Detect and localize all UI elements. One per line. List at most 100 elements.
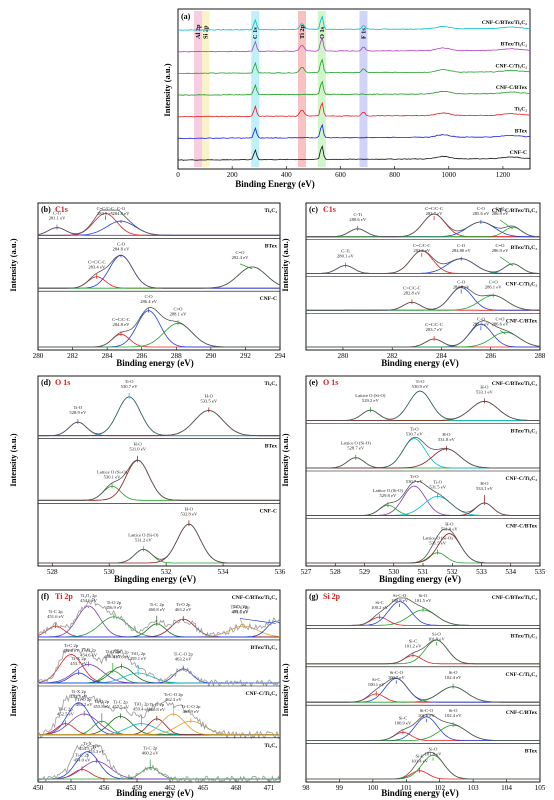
panel-b-xtick-label: 294 [275,352,286,360]
panel-c-envelope-curve [306,285,540,311]
panel-f-peak-label: Ti-C 2p [58,707,73,712]
panel-f-xtick-label: 450 [33,784,44,792]
panel-c-peak-label: C=C/C-C [403,285,421,290]
panel-c-peak-energy: 283.7 eV [426,211,444,216]
panel-f-peak-label: Ti-O 2p [81,647,96,652]
panel-a-series-label: BTex [515,128,527,134]
panel-e-peak-energy: 529.2 eV [362,398,380,403]
panel-f-peak-label: TiO₂ 2p [134,702,149,707]
panel-c-peak-arrow [499,256,514,267]
panel-e-envelope-curve [306,481,540,516]
panel-e-xtick-label: 528 [330,568,341,576]
panel-g-peak-label: Si-O [449,670,458,675]
panel-b-peak-energy: 284.8 eV [113,246,131,251]
panel-f-peak-energy: 454.2 eV [76,702,94,707]
panel-c-peak-label: C-O [477,206,486,211]
panel-c-envelope-curve [306,320,541,348]
panel-c-peak-label: C=C/C-C [425,206,443,211]
panel-a-series-line [177,58,531,75]
panel-f-peak-energy: 459.1 eV [130,656,148,661]
panel-f-peak-energy: 468.7 eV [232,609,250,614]
panel-f-peak-energy: 454.6 eV [80,598,98,603]
panel-f-xtick-label: 468 [231,784,242,792]
panel-d-sample-label: Ti₃C₂ [264,381,277,387]
panel-g-peak-label: Si-C [372,677,380,682]
panel-e-peak-energy: 531.5 eV [429,541,447,546]
panel-g-xtick-label: 98 [302,784,310,792]
panel-a-series-label: CNF-C/BTex [496,85,527,91]
panel-g-xtick-label: 102 [434,784,445,792]
panel-f-peak-energy: 456.8 eV [104,654,122,659]
panel-d-peak-label: Ti-O [73,405,82,410]
panel-g-peak-energy: 102.4 eV [445,713,463,718]
panel-g-envelope-curve [306,639,540,665]
panel-b-xtick-label: 290 [205,352,216,360]
panel-g-envelope-curve [306,751,540,780]
panel-e-xlabel: Bingding energy (eV) [379,574,461,584]
panel-e-peak-energy: 531.9 eV [441,527,459,532]
panel-f-peak-energy: 460.8 eV [148,707,166,712]
panel-e-peak-label: H-O [480,481,489,486]
panel-d-peak-energy: 530.1 eV [104,474,122,479]
panel-g-sample-label: BTex [525,749,537,755]
panel-f-peak-label: Ti-C-O 2p [164,692,184,697]
panel-b-peak-energy: 288.1 eV [170,311,188,316]
panel-e-ylabel: Intensity (a.u.) [280,433,290,486]
panel-c-peak-arrow [499,219,514,230]
panel-b-xtick-label: 288 [171,352,182,360]
panel-d-peak-energy: 531.2 eV [135,537,153,542]
panel-b-xtick-label: 292 [240,352,251,360]
panel-d-peak-label: Ti-O [125,379,134,384]
panel-g-xtick-label: 100 [367,784,378,792]
panel-e-peak-energy: 531.5 eV [429,484,447,489]
panel-a-series-label: BTex/Ti₃C₂ [501,42,528,48]
panel-f-sample-label: Ti₃C₂ [264,743,277,749]
panel-f-peak-label: Ti-C 2p [150,602,165,607]
panel-c-label: (c) [309,205,318,214]
panel-g-xlabel: Binding energy (eV) [381,788,459,798]
panel-c-xtick-label: 280 [338,352,349,360]
panel-f-peak-arrow [239,618,276,624]
panel-a-series-line [177,101,531,118]
panel-f-peak-energy: 463.9 eV [182,709,200,714]
panel-c-peak-label: C=O [496,316,506,321]
panel-f-peak-energy: 452.5 eV [57,712,75,717]
panel-d-envelope-curve [38,523,280,564]
panel-f-peak-energy: 455.8 eV [93,704,111,709]
panel-g-envelope-curve [306,713,540,741]
panel-c-xtick-label: 288 [535,352,546,360]
panel-g-peak-label: Si-O [449,708,458,713]
panel-d-element-label: O 1s [55,378,70,387]
panel-g-peak-energy: 101.2 eV [405,643,423,648]
panel-c-envelope-curve [306,213,540,238]
panel-e-peak-label: H-O [442,432,451,437]
panel-f-peak-energy: 454.0 eV [74,757,92,762]
panel-f-component-curve [38,668,280,684]
panel-f-peak-energy: 460.2 eV [142,750,160,755]
panel-c-peak-label: C=C/C-C [413,243,431,248]
panel-c-xtick-label: 284 [436,352,447,360]
panel-c-peak-energy: 280.6 eV [349,217,367,222]
panel-d-peak-label: Lattice O (Si-O) [97,469,128,474]
panel-g-peak-energy: 100.2 eV [371,605,389,610]
panel-e-peak-label: H-O [480,384,489,389]
panel-f-sample-label: BTex/Ti₃C₂ [251,645,278,651]
panel-c-element-label: C1s [323,205,336,214]
panel-b-peak-label: C=O [236,250,246,255]
panel-c-peak-energy: 284.80 eV [452,248,472,253]
panel-a-xtick-label: 1200 [496,171,511,179]
panel-a-series-label: CNF-C/Ti₃C₂ [495,63,527,69]
panel-e-peak-label: Ti-O [410,427,419,432]
panel-e-peak-energy: 533.1 eV [476,486,494,491]
panel-d-xtick-label: 534 [218,568,229,576]
panel-c-sample-label: BTex/Ti₃C₂ [511,245,538,251]
panel-c-peak-arrow [499,329,506,335]
panel-f-peak-energy: 459.4 eV [133,707,151,712]
panel-c-peak-energy: 286.6 eV [492,321,510,326]
panel-a-band-f-1s [359,11,368,167]
panel-c-peak-energy: 286.1 eV [485,285,503,290]
panel-g-peak-label: Si-C-O [393,593,407,598]
panel-e-xtick-label: 530 [388,568,399,576]
